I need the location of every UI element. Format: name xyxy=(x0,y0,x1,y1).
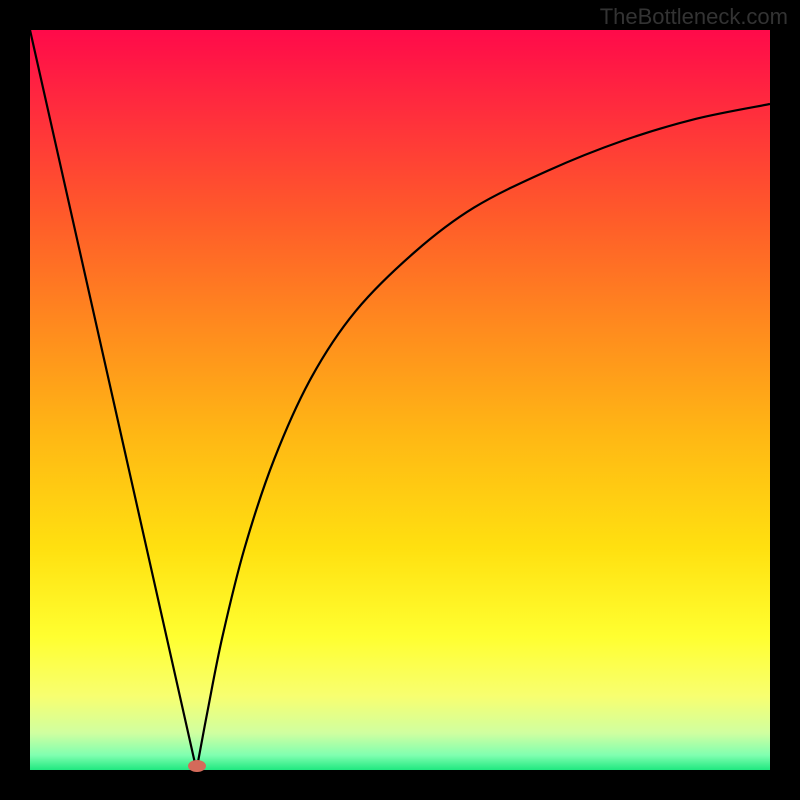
chart-container: TheBottleneck.com xyxy=(0,0,800,800)
plot-area xyxy=(30,30,770,770)
watermark-text: TheBottleneck.com xyxy=(600,4,788,30)
optimal-point-marker xyxy=(188,760,206,772)
bottleneck-curve xyxy=(30,30,770,770)
